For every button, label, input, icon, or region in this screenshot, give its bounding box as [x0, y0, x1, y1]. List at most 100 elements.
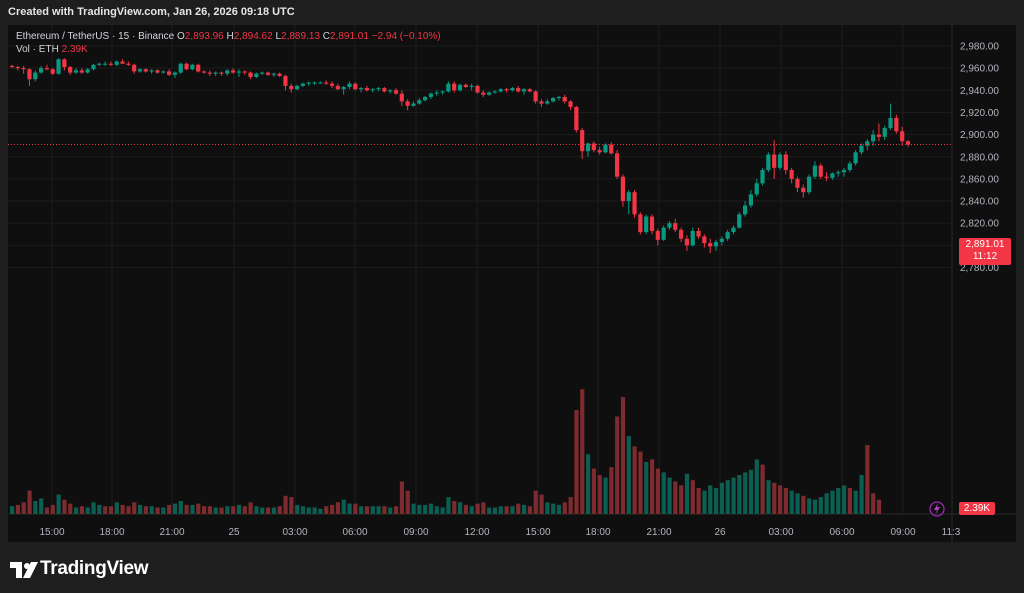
candle-body: [772, 154, 777, 168]
y-tick-label: 2,980.00: [960, 42, 999, 53]
candle-body: [562, 96, 567, 102]
volume-bar: [539, 494, 544, 514]
candle-body: [684, 238, 690, 246]
candle-body: [417, 100, 422, 104]
candle-body: [696, 230, 701, 237]
volume-bar: [202, 506, 207, 514]
candle-body: [393, 90, 399, 94]
candle-body: [678, 229, 684, 239]
volume-bar: [661, 472, 666, 514]
volume-value: 2.39K: [61, 44, 88, 55]
volume-bar: [39, 498, 44, 514]
volume-bar: [114, 502, 119, 514]
candle-body: [44, 68, 50, 70]
volume-label[interactable]: Vol · ETH: [16, 44, 59, 55]
candle-body: [521, 89, 527, 92]
candle-body: [137, 69, 143, 72]
volume-bar: [62, 499, 67, 514]
volume-bar: [603, 477, 608, 514]
candle-body: [21, 68, 26, 70]
volume-bar: [370, 506, 375, 514]
volume-bar: [737, 475, 742, 514]
chart-panel[interactable]: 2,980.00 2,960.00 2,940.00 2,920.00 2,900.00…: [8, 25, 1016, 542]
candle-body: [760, 170, 765, 184]
candle-body: [585, 143, 591, 152]
volume-bar: [103, 506, 108, 514]
candle-body: [870, 134, 876, 142]
candle-body: [905, 141, 911, 145]
volume-bar: [50, 504, 55, 514]
volume-bar: [597, 475, 602, 514]
volume-bar: [364, 506, 370, 514]
candle-body: [603, 144, 608, 153]
candle-body: [673, 223, 678, 230]
candle-body: [283, 75, 288, 86]
volume-bar: [562, 502, 567, 514]
volume-bar: [271, 507, 277, 514]
volume-bar: [818, 497, 823, 514]
volume-bar: [330, 504, 335, 514]
volume-bar: [91, 502, 96, 514]
candle-body: [399, 93, 404, 102]
volume-bar: [551, 503, 556, 514]
candle-body: [411, 103, 416, 106]
candle-body: [452, 83, 457, 91]
volume-bar: [650, 459, 655, 514]
candle-body: [504, 89, 509, 91]
tradingview-logo[interactable]: TradingView: [10, 558, 160, 582]
ohlc-close: C2,891.01: [322, 31, 369, 42]
candle-body: [876, 134, 882, 137]
candle-body: [446, 83, 451, 92]
candle-body: [469, 85, 474, 87]
candle-body: [533, 91, 538, 102]
volume-bar: [556, 504, 562, 514]
candle-body: [620, 176, 626, 202]
candle-body: [248, 72, 253, 78]
volume-bar: [446, 497, 451, 514]
flash-icon: [929, 501, 945, 517]
volume-bar: [376, 506, 381, 514]
volume-bar: [300, 506, 306, 514]
candle-body: [719, 238, 724, 243]
flash-bolt-icon: [934, 503, 940, 515]
top-bar: Created with TradingView.com, Jan 26, 20…: [0, 0, 1024, 24]
volume-bar: [475, 503, 480, 514]
candle-body: [388, 90, 393, 92]
candle-body: [213, 72, 218, 74]
volume-bar: [498, 506, 503, 514]
volume-bar: [725, 480, 730, 514]
x-tick-label: 21:00: [646, 527, 671, 538]
candle-body: [865, 141, 870, 146]
candle-body: [580, 130, 585, 152]
candle-body: [690, 230, 695, 246]
candle-body: [382, 88, 387, 92]
x-tick-label: 03:00: [282, 527, 307, 538]
symbol-label[interactable]: Ethereum / TetherUS · 15 · Binance: [16, 31, 175, 42]
candle-body: [38, 68, 44, 73]
volume-bar: [487, 507, 492, 514]
candle-body: [725, 232, 730, 239]
y-tick-label: 2,840.00: [960, 197, 999, 208]
volume-bar: [143, 506, 149, 514]
volume-bar: [748, 469, 754, 514]
chart-canvas[interactable]: 2,980.00 2,960.00 2,940.00 2,920.00 2,900.00…: [8, 25, 1016, 542]
volume-bar: [324, 506, 329, 514]
volume-bar: [394, 506, 399, 514]
candle-body: [376, 88, 381, 90]
candle-body: [335, 85, 340, 90]
volume-bar: [312, 507, 317, 514]
volume-bar: [789, 490, 794, 514]
candle-body: [853, 152, 858, 164]
candle-body: [824, 176, 829, 178]
volume-bar: [516, 503, 521, 514]
volume-bar: [132, 502, 137, 514]
candle-body: [463, 84, 468, 87]
candle-body: [516, 88, 521, 92]
volume-bar: [469, 506, 474, 514]
candle-body: [568, 101, 573, 107]
candle-body: [161, 71, 166, 73]
candle-body: [486, 92, 492, 95]
last-price-value: 2,891.01: [965, 239, 1005, 250]
volume-bar: [754, 459, 759, 514]
last-price-tag: 2,891.01 11:12: [959, 238, 1011, 265]
